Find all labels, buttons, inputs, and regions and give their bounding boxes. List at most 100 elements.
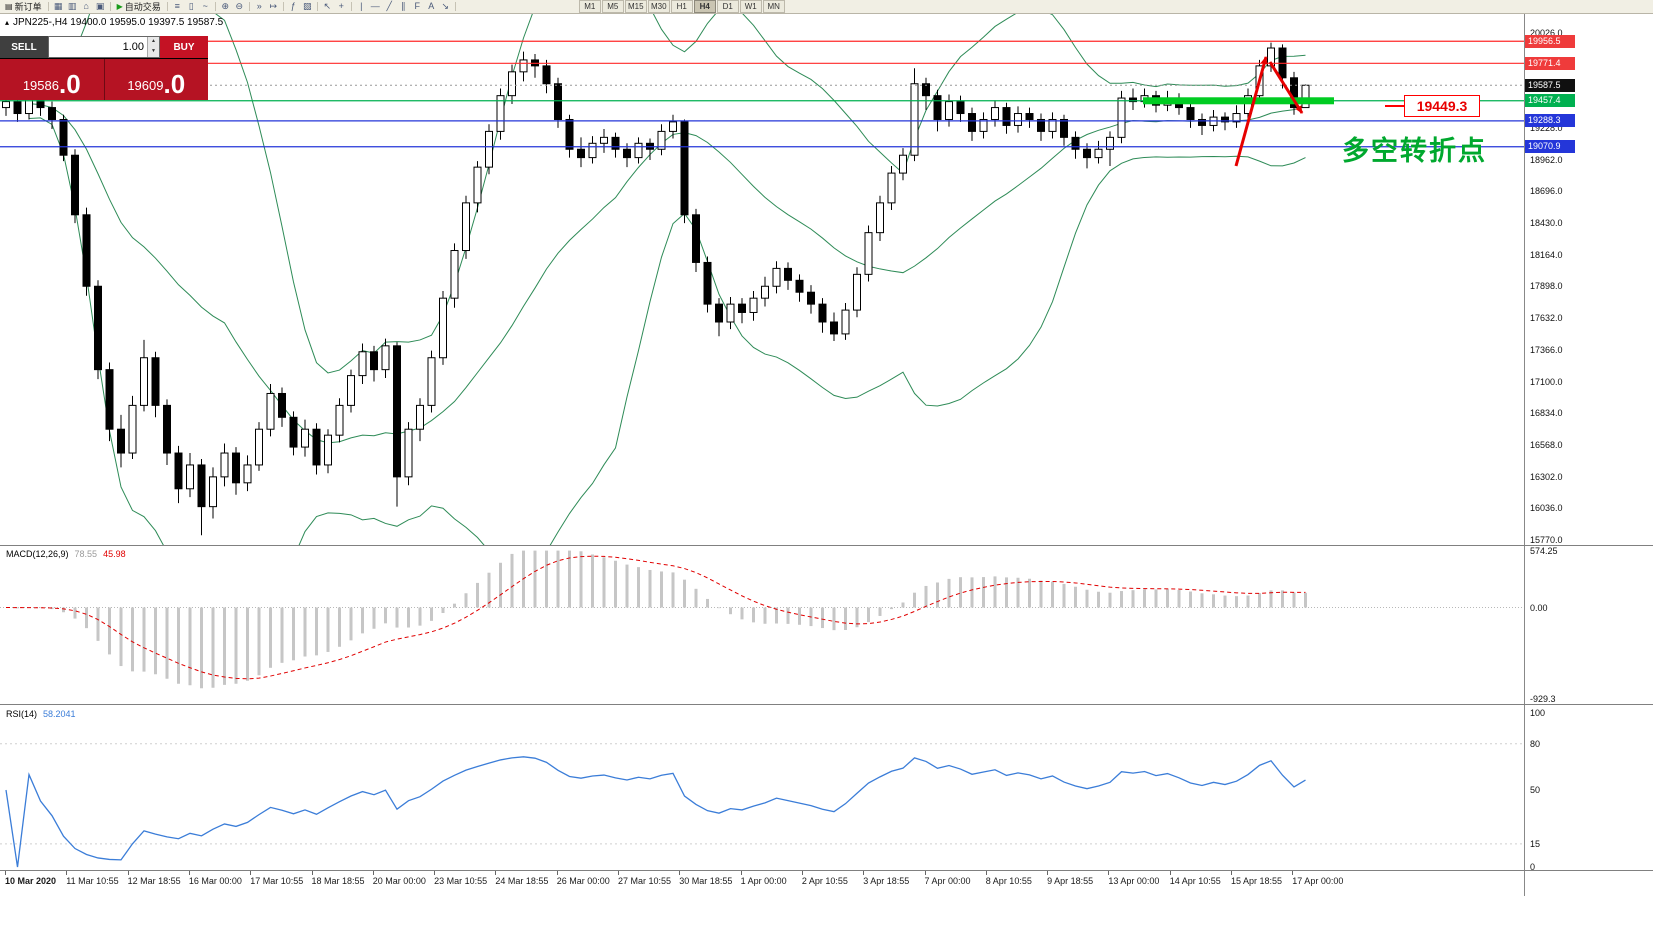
trendline-icon[interactable]: ╱ xyxy=(386,1,392,11)
indicators-icon[interactable]: ƒ xyxy=(290,1,296,11)
candlestick-chart-icon[interactable]: ▯ xyxy=(188,1,194,11)
sell-price-display[interactable]: 19586.0 xyxy=(0,59,105,100)
rsi-axis-label: 15 xyxy=(1530,838,1541,849)
time-axis-label: 17 Mar 10:55 xyxy=(250,876,304,886)
new-order-button-label: 新订单 xyxy=(14,2,42,12)
main-chart[interactable] xyxy=(0,14,1524,545)
timeframe-w1[interactable]: W1 xyxy=(739,0,762,13)
time-axis-tick xyxy=(618,871,619,875)
timeframe-h1[interactable]: H1 xyxy=(670,0,693,13)
toolbar-separator xyxy=(214,2,216,11)
timeframe-m30[interactable]: M30 xyxy=(647,0,670,13)
volume-stepper[interactable]: 1.00 ▲ ▼ xyxy=(48,36,160,58)
time-axis-tick xyxy=(127,871,129,875)
time-axis-label: 16 Mar 00:00 xyxy=(188,876,242,886)
time-axis-label: 30 Mar 18:55 xyxy=(679,876,733,886)
price-axis-label: 17366.0 xyxy=(1530,344,1563,355)
time-axis-label: 1 Apr 00:00 xyxy=(740,876,787,886)
toolbar-separator xyxy=(47,2,49,11)
toolbar-separator xyxy=(166,2,168,11)
equidistant-channel-icon[interactable]: ∥ xyxy=(401,1,406,11)
rsi-panel[interactable] xyxy=(0,705,1524,870)
toolbar-separator xyxy=(454,2,456,11)
macd-axis-label: 574.25 xyxy=(1530,545,1558,556)
timeframe-m15[interactable]: M15 xyxy=(624,0,647,13)
timeframe-m5[interactable]: M5 xyxy=(601,0,624,13)
time-axis-tick xyxy=(311,871,313,875)
time-axis-label: 17 Apr 00:00 xyxy=(1292,876,1344,886)
zoom-out-icon[interactable]: ⊖ xyxy=(235,1,244,11)
auto-scroll-icon[interactable]: » xyxy=(256,1,262,11)
price-axis-label: 16568.0 xyxy=(1530,439,1563,450)
chart-shift-icon[interactable]: ↦ xyxy=(269,1,278,11)
macd-axis-label: 0.00 xyxy=(1530,602,1548,613)
navigator-icon[interactable]: ⌂ xyxy=(83,1,89,11)
new-order-button[interactable]: ▤ 新订单 xyxy=(2,1,45,12)
bar-chart-icon[interactable]: ≡ xyxy=(174,1,180,11)
rsi-name: RSI(14) xyxy=(6,709,38,719)
templates-icon[interactable]: ▧ xyxy=(302,1,312,11)
price-axis-label: 15770.0 xyxy=(1530,534,1563,545)
time-axis-tick xyxy=(801,871,803,875)
time-axis-tick xyxy=(1047,871,1049,875)
autotrading-button[interactable]: ▶ 自动交易 xyxy=(114,1,164,12)
callout-connector xyxy=(1385,105,1404,107)
panel-splitter[interactable] xyxy=(0,545,1653,546)
macd-name: MACD(12,26,9) xyxy=(6,549,69,559)
price-axis-label: 19228.0 xyxy=(1530,123,1563,134)
price-scale[interactable]: 20026.0 19228.0 18962.0 18696.0 18430.0 18164… xyxy=(1524,14,1653,896)
time-axis-tick xyxy=(5,871,6,875)
line-chart-icon[interactable]: ~ xyxy=(202,1,208,11)
time-axis-label: 8 Apr 10:55 xyxy=(985,876,1032,886)
time-axis-tick xyxy=(1292,871,1294,875)
price-axis-label: 16302.0 xyxy=(1530,471,1563,482)
macd-signal-value: 45.98 xyxy=(103,549,126,559)
price-level-tag: 19587.5 xyxy=(1525,78,1575,92)
time-axis-label: 15 Apr 18:55 xyxy=(1231,876,1283,886)
price-axis-label: 16834.0 xyxy=(1530,408,1563,419)
price-level-tag: 19457.4 xyxy=(1525,94,1575,108)
time-axis-label: 14 Apr 10:55 xyxy=(1169,876,1221,886)
one-click-trading-panel: SELL 1.00 ▲ ▼ BUY 19586.0 19609.0 xyxy=(0,36,208,100)
timeframe-h4[interactable]: H4 xyxy=(693,0,716,13)
time-axis-tick xyxy=(1231,871,1232,875)
price-axis-label: 17100.0 xyxy=(1530,376,1563,387)
price-axis-label: 18696.0 xyxy=(1530,186,1563,197)
data-window-icon[interactable]: ▥ xyxy=(67,1,77,11)
cursor-icon[interactable]: ↖ xyxy=(323,1,332,11)
volume-decrease-button[interactable]: ▼ xyxy=(148,47,159,57)
rsi-axis-label: 50 xyxy=(1530,785,1541,795)
market-watch-icon[interactable]: ▦ xyxy=(53,1,63,11)
toolbar-separator xyxy=(316,2,318,11)
vertical-line-icon[interactable]: | xyxy=(360,1,363,11)
timeframe-mn[interactable]: MN xyxy=(762,0,785,13)
time-axis-tick xyxy=(863,871,865,875)
time-axis-tick xyxy=(250,871,252,875)
time-axis-label: 20 Mar 00:00 xyxy=(372,876,426,886)
price-axis-label: 18962.0 xyxy=(1530,154,1563,165)
toolbar-separator xyxy=(282,2,284,11)
buy-button[interactable]: BUY xyxy=(160,36,208,58)
time-axis-tick xyxy=(495,871,497,875)
fibonacci-icon[interactable]: F xyxy=(414,1,421,11)
text-label-icon[interactable]: A xyxy=(428,1,435,11)
time-axis-label: 26 Mar 00:00 xyxy=(556,876,610,886)
timeframe-d1[interactable]: D1 xyxy=(716,0,739,13)
time-axis-label: 10 Mar 2020 xyxy=(5,876,57,886)
price-axis-label: 17632.0 xyxy=(1530,313,1563,324)
crosshair-icon[interactable]: + xyxy=(338,1,344,11)
arrow-object-icon[interactable]: ↘ xyxy=(441,1,450,11)
time-axis-tick xyxy=(66,871,68,875)
sell-button[interactable]: SELL xyxy=(0,36,48,58)
time-axis-tick xyxy=(740,871,742,875)
timeframe-m1[interactable]: M1 xyxy=(578,0,601,13)
zoom-in-icon[interactable]: ⊕ xyxy=(221,1,230,11)
macd-panel[interactable] xyxy=(0,546,1524,704)
time-scale[interactable]: 10 Mar 2020 11 Mar 10:55 12 Mar 18:55 16 Ma… xyxy=(0,871,1524,897)
panel-splitter[interactable] xyxy=(0,704,1653,705)
buy-price-display[interactable]: 19609.0 xyxy=(104,59,208,100)
panel-splitter[interactable] xyxy=(0,870,1653,871)
volume-increase-button[interactable]: ▲ xyxy=(148,37,159,47)
terminal-icon[interactable]: ▣ xyxy=(95,1,105,11)
horizontal-line-icon[interactable]: — xyxy=(370,1,380,11)
